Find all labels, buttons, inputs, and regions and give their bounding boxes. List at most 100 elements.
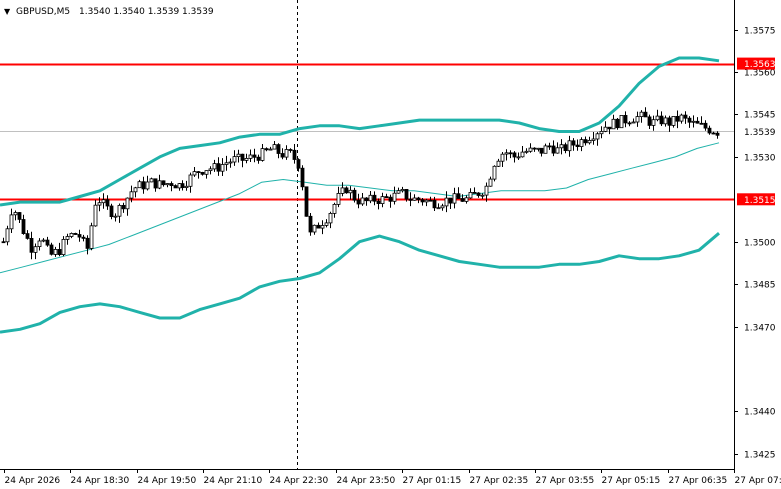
candle-body — [695, 120, 700, 124]
candle-body — [504, 152, 509, 155]
candle-body — [49, 244, 54, 255]
candle-body — [57, 248, 62, 255]
candle-body — [256, 156, 261, 161]
candle-body — [567, 140, 572, 152]
candle-body — [428, 199, 433, 202]
x-tick-label: 24 Apr 2026 — [5, 476, 61, 486]
candle-body — [452, 193, 457, 204]
candle-body — [292, 149, 297, 160]
chart-header: ▼ GBPUSD,M5 1.3540 1.3540 1.3539 1.3539 — [4, 7, 214, 17]
time-axis[interactable]: 24 Apr 2026 24 Apr 18:30 24 Apr 19:50 24 Ap… — [4, 469, 781, 486]
candle-body — [284, 149, 289, 158]
candle-body — [65, 236, 70, 240]
candle-body — [631, 121, 636, 124]
candle-body — [384, 196, 389, 199]
candle-body — [153, 178, 158, 189]
candle-body — [524, 150, 529, 153]
candle-body — [655, 115, 660, 121]
candle-body — [687, 117, 692, 123]
candle-body — [188, 174, 193, 187]
candle-body — [432, 199, 437, 209]
candle-body — [651, 119, 656, 126]
candle-body — [663, 117, 668, 125]
candle-body — [344, 187, 349, 194]
candle-body — [559, 144, 564, 149]
candle-body — [69, 232, 74, 237]
candle-body — [216, 163, 221, 172]
y-tick-label: 1.3485 — [744, 281, 776, 291]
candle-body — [125, 197, 130, 210]
candle-body — [360, 197, 365, 205]
candle-body — [184, 185, 189, 189]
candle-body — [671, 116, 676, 126]
candle-body — [45, 239, 50, 246]
candle-body — [571, 140, 576, 146]
x-tick-label: 27 Apr 05:15 — [602, 476, 661, 486]
candle-body — [89, 225, 94, 249]
candle-body — [448, 197, 453, 204]
price-level-label-box — [737, 193, 775, 206]
candle-body — [476, 192, 481, 196]
candle-body — [300, 167, 305, 188]
y-tick-label: 1.3560 — [744, 69, 776, 79]
candle-body — [348, 189, 353, 194]
candle-body — [9, 214, 14, 230]
candle-body — [416, 197, 421, 201]
candle-body — [37, 240, 42, 247]
candle-body — [141, 181, 146, 190]
candles-layer — [1, 107, 720, 260]
x-tick-label: 27 Apr 06:35 — [669, 476, 728, 486]
candle-body — [121, 204, 126, 210]
bollinger-upper-band — [0, 56, 720, 207]
candle-body — [232, 156, 237, 163]
candle-body — [180, 183, 185, 189]
candle-body — [400, 188, 405, 192]
candle-body — [169, 183, 174, 186]
candle-body — [61, 238, 66, 255]
candle-body — [240, 153, 245, 161]
candle-body — [543, 145, 548, 154]
candle-body — [85, 237, 90, 249]
chart-frame — [0, 0, 735, 470]
candle-body — [308, 215, 313, 233]
y-tick-label: 1.3575 — [744, 27, 776, 37]
candle-body — [212, 163, 217, 170]
candle-body — [145, 181, 150, 190]
x-tick-label: 27 Apr 01:15 — [403, 476, 462, 486]
candle-body — [583, 139, 588, 144]
price-level-label: 1.3563 — [744, 60, 776, 70]
candle-body — [129, 191, 134, 199]
x-tick-label: 27 Apr 02:35 — [470, 476, 529, 486]
candle-body — [105, 199, 110, 207]
price-axis[interactable]: 1.3575 1.3560 1.3545 1.3530 1.3500 1.3485 1.34… — [734, 27, 776, 461]
candle-body — [643, 111, 648, 118]
candle-body — [97, 202, 102, 206]
bollinger-middle-band — [0, 142, 720, 274]
candle-body — [424, 199, 429, 203]
candle-body — [496, 160, 501, 167]
candle-body — [707, 127, 712, 134]
candle-body — [29, 237, 34, 253]
candle-body — [133, 187, 138, 193]
price-level-label: 1.3515 — [744, 196, 776, 206]
candle-body — [639, 111, 644, 117]
candle-body — [328, 212, 333, 224]
candle-body — [436, 207, 441, 210]
candle-body — [599, 130, 604, 135]
bollinger-layer — [0, 56, 720, 334]
candle-body — [659, 115, 664, 125]
candle-body — [472, 191, 477, 194]
y-tick-label: 1.3470 — [744, 324, 776, 334]
candle-body — [380, 196, 385, 205]
candle-body — [228, 161, 233, 164]
candle-body — [675, 116, 680, 122]
candle-body — [420, 199, 425, 203]
candle-body — [208, 168, 213, 171]
candle-body — [591, 138, 596, 141]
candle-body — [1, 241, 6, 244]
candle-body — [456, 193, 461, 199]
candle-body — [396, 190, 401, 194]
candle-body — [587, 139, 592, 144]
candle-body — [444, 197, 449, 207]
